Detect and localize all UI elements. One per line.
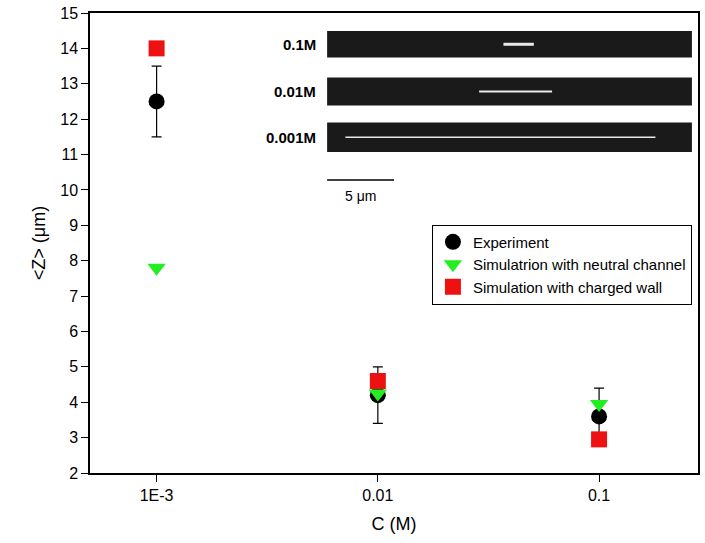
svg-text:Experiment: Experiment — [473, 234, 550, 251]
svg-text:0.1M: 0.1M — [283, 36, 316, 53]
svg-text:12: 12 — [60, 111, 78, 128]
svg-text:14: 14 — [60, 40, 78, 57]
svg-text:15: 15 — [60, 5, 78, 22]
svg-text:11: 11 — [61, 146, 78, 163]
svg-text:<Z> (μm): <Z> (μm) — [29, 206, 49, 280]
svg-text:0.01M: 0.01M — [274, 83, 316, 100]
svg-text:C (M): C (M) — [372, 514, 417, 534]
svg-text:13: 13 — [60, 75, 78, 92]
svg-text:3: 3 — [69, 429, 78, 446]
svg-text:0.1: 0.1 — [588, 487, 610, 504]
svg-text:5 μm: 5 μm — [345, 188, 376, 204]
svg-text:4: 4 — [69, 394, 78, 411]
svg-text:7: 7 — [69, 288, 78, 305]
svg-text:1E-3: 1E-3 — [140, 487, 174, 504]
svg-text:Simulation with charged wall: Simulation with charged wall — [473, 279, 662, 296]
svg-text:0.01: 0.01 — [362, 487, 393, 504]
svg-text:0.001M: 0.001M — [266, 129, 316, 146]
svg-text:8: 8 — [69, 252, 78, 269]
svg-text:10: 10 — [60, 182, 78, 199]
svg-text:9: 9 — [69, 217, 78, 234]
svg-text:5: 5 — [69, 358, 78, 375]
svg-text:Simulatrion with neutral chann: Simulatrion with neutral channel — [473, 256, 686, 273]
svg-text:2: 2 — [69, 465, 78, 482]
svg-text:6: 6 — [69, 323, 78, 340]
